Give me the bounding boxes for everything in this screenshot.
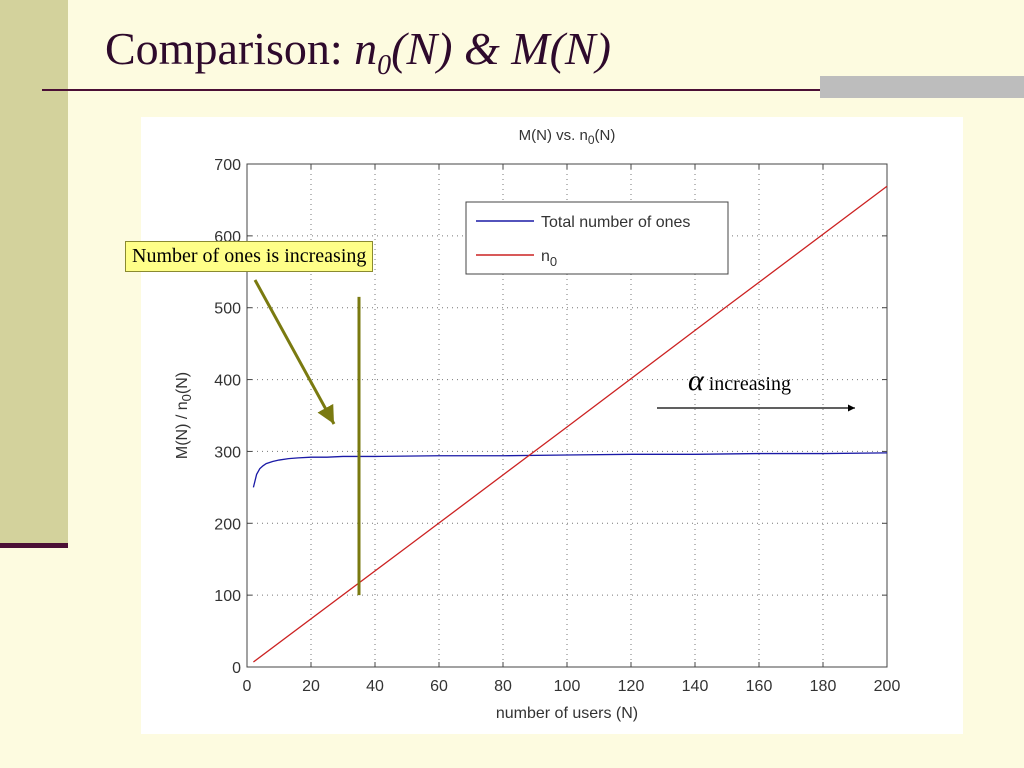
y-axis-label-end: (N) bbox=[174, 372, 191, 394]
x-axis-label: number of users (N) bbox=[496, 705, 638, 722]
callout-box: Number of ones is increasing bbox=[125, 241, 374, 272]
chart-title-base: M(N) vs. n bbox=[519, 127, 588, 144]
sidebar-decoration bbox=[0, 0, 68, 548]
y-tick-label: 400 bbox=[214, 373, 241, 390]
chart-title-sub: 0 bbox=[588, 133, 595, 147]
x-tick-label: 140 bbox=[682, 678, 709, 695]
legend-label-sub: 0 bbox=[550, 254, 557, 269]
legend-label-base: n bbox=[541, 248, 550, 265]
series bbox=[252, 185, 888, 663]
slide-title: Comparison: n0(N) & M(N) bbox=[105, 22, 611, 82]
chart-title: M(N) vs. n0(N) bbox=[519, 127, 616, 147]
alpha-text: increasing bbox=[708, 373, 791, 395]
x-tick-label: 40 bbox=[366, 678, 384, 695]
alpha-symbol: α bbox=[688, 364, 704, 397]
title-prefix: Comparison: bbox=[105, 23, 355, 74]
title-rest: (N) & M(N) bbox=[391, 23, 611, 74]
x-tick-label: 80 bbox=[494, 678, 512, 695]
annotations bbox=[253, 279, 855, 596]
chart-title-end: (N) bbox=[595, 127, 616, 144]
title-math: n0(N) & M(N) bbox=[354, 23, 611, 81]
x-tick-label: 180 bbox=[810, 678, 837, 695]
title-subscript: 0 bbox=[377, 50, 392, 82]
alpha-annotation: α increasing bbox=[688, 364, 791, 398]
x-tick-label: 60 bbox=[430, 678, 448, 695]
series-line-1 bbox=[253, 185, 888, 663]
title-n: n bbox=[354, 23, 378, 74]
legend-box bbox=[465, 201, 729, 275]
y-tick-label: 0 bbox=[232, 660, 241, 677]
title-accent-bar bbox=[820, 76, 1024, 98]
x-tick-label: 100 bbox=[554, 678, 581, 695]
x-tick-label: 0 bbox=[243, 678, 252, 695]
x-tick-label: 160 bbox=[746, 678, 773, 695]
x-tick-label: 200 bbox=[874, 678, 901, 695]
y-tick-label: 500 bbox=[214, 301, 241, 318]
y-axis-label-base: M(N) / n bbox=[174, 401, 191, 459]
y-axis-label: M(N) / n0(N) bbox=[174, 372, 194, 459]
legend-label-1: n0 bbox=[541, 248, 557, 269]
series-line-0 bbox=[252, 452, 888, 488]
axes: 0 20 40 60 80 100 120 140 160 180 200 0 100 200 300 400… bbox=[174, 127, 900, 722]
legend-label-base: Total number of ones bbox=[541, 214, 690, 231]
y-tick-label: 100 bbox=[214, 588, 241, 605]
y-axis-label-sub: 0 bbox=[179, 394, 194, 401]
callout-arrow bbox=[253, 279, 336, 425]
legend-label-0: Total number of ones bbox=[541, 214, 690, 231]
x-tick-label: 20 bbox=[302, 678, 320, 695]
y-tick-label: 300 bbox=[214, 444, 241, 461]
y-tick-label: 200 bbox=[214, 516, 241, 533]
x-tick-label: 120 bbox=[618, 678, 645, 695]
y-tick-label: 700 bbox=[214, 157, 241, 174]
legend: Total number of ones n0 bbox=[465, 201, 729, 275]
sidebar-rule bbox=[0, 543, 68, 548]
title-underline bbox=[42, 89, 972, 91]
